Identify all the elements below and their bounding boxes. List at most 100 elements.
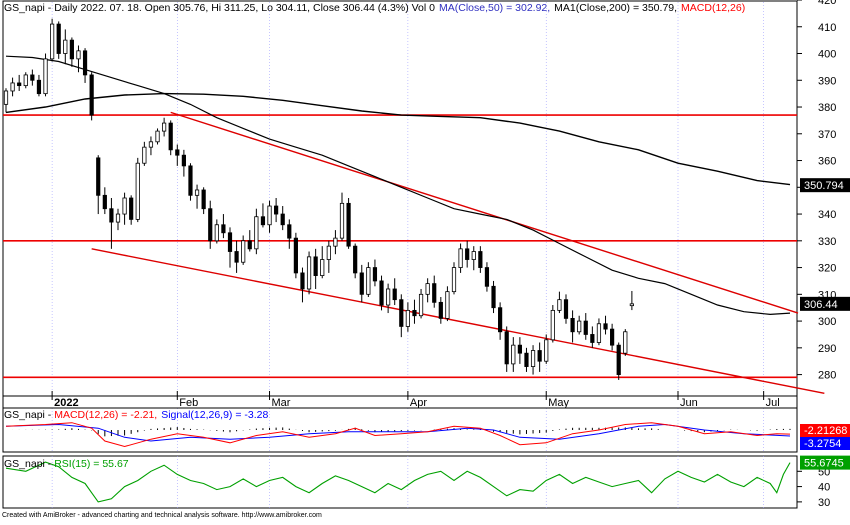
candle-body bbox=[129, 197, 134, 220]
ma200-line bbox=[5, 92, 791, 186]
macd-badge-bg bbox=[800, 437, 850, 450]
candle-body bbox=[603, 323, 608, 330]
candle-body bbox=[17, 82, 22, 87]
candle-body bbox=[405, 309, 410, 327]
macd-title-signal: Signal(12,26,9) = -3.28 bbox=[161, 409, 268, 421]
macd-pane: GS_napi - MACD(12,26) = -2.21, Signal(12,… bbox=[2, 407, 850, 453]
candle-body bbox=[392, 288, 397, 301]
candle-body bbox=[56, 23, 61, 54]
candle-body bbox=[69, 39, 74, 60]
candle-body bbox=[359, 272, 364, 295]
candle-body bbox=[280, 213, 285, 226]
candle-body bbox=[583, 320, 588, 335]
x-tick-label: Apr bbox=[410, 397, 427, 409]
candle-body bbox=[418, 293, 424, 317]
title-macd: MACD(12,26) bbox=[681, 2, 745, 14]
price-title: GS_napi - Daily 2022. 07. 18. Open 305.7… bbox=[4, 2, 745, 14]
macd-line bbox=[5, 422, 791, 448]
rsi-line bbox=[5, 461, 791, 503]
title-main: GS_napi - Daily 2022. 07. 18. Open 305.7… bbox=[4, 2, 435, 14]
title-ma50: MA(Close,50) = 302.92, bbox=[439, 2, 550, 14]
trend-line-lower bbox=[91, 248, 825, 395]
price-ytick-label: 360 bbox=[818, 156, 836, 168]
candle-body bbox=[267, 205, 272, 226]
candle-body bbox=[320, 259, 325, 276]
footer-credit: Created with AmiBroker - advanced charti… bbox=[2, 512, 322, 519]
x-tick-label: Jun bbox=[680, 397, 698, 409]
candle-body bbox=[504, 331, 509, 365]
candle-body bbox=[135, 162, 140, 220]
price-badge-bg bbox=[800, 178, 850, 193]
rsi-ytick-label: 30 bbox=[818, 497, 830, 509]
title-ma200: MA1(Close,200) = 350.79, bbox=[554, 2, 677, 14]
price-ytick-label: 370 bbox=[818, 129, 836, 141]
candle-body bbox=[260, 216, 266, 226]
price-ytick-label: 280 bbox=[818, 370, 836, 382]
candle-body bbox=[287, 224, 292, 239]
candle-body bbox=[498, 307, 503, 333]
candle-body bbox=[425, 283, 430, 295]
price-pane: 2802903003103203303403503603703803904004… bbox=[2, 0, 850, 397]
candle-body bbox=[76, 50, 81, 60]
signal-line bbox=[5, 423, 791, 442]
candle-body bbox=[306, 256, 312, 290]
candle-body bbox=[214, 224, 219, 242]
macd-badge-bg bbox=[800, 424, 850, 437]
price-badge-bg bbox=[800, 296, 850, 311]
candle-body bbox=[616, 344, 621, 375]
price-ytick-label: 290 bbox=[818, 343, 836, 355]
x-tick-label: Mar bbox=[272, 397, 291, 409]
candle-body bbox=[122, 197, 127, 215]
price-ytick-label: 410 bbox=[818, 22, 836, 34]
candle-body bbox=[181, 154, 186, 167]
candle-body bbox=[234, 251, 239, 263]
candle-body bbox=[254, 216, 259, 250]
candle-body bbox=[115, 213, 121, 223]
candle-body bbox=[175, 149, 180, 156]
candle-body bbox=[109, 208, 114, 223]
price-ytick-label: 300 bbox=[818, 316, 836, 328]
price-badge-label: 350.794 bbox=[804, 180, 844, 192]
candle-body bbox=[142, 146, 147, 164]
candle-body bbox=[201, 189, 206, 210]
candle-body bbox=[23, 74, 28, 87]
candle-body bbox=[36, 79, 42, 95]
candle-body bbox=[227, 232, 233, 252]
candle-body bbox=[379, 280, 384, 306]
candle-body bbox=[241, 240, 246, 263]
candle-body bbox=[50, 23, 55, 60]
candle-body bbox=[458, 248, 463, 268]
candle-body bbox=[610, 328, 615, 346]
candle-body bbox=[438, 301, 443, 319]
candle-body bbox=[570, 318, 575, 333]
price-ytick-label: 390 bbox=[818, 75, 836, 87]
candle-body bbox=[326, 245, 331, 260]
macd-title: GS_napi - MACD(12,26) = -2.21, Signal(12,… bbox=[4, 409, 268, 421]
candle-body bbox=[478, 251, 483, 268]
candle-body bbox=[247, 240, 252, 250]
price-pane-frame bbox=[2, 0, 798, 397]
x-axis-band bbox=[2, 395, 798, 409]
candle-body bbox=[445, 291, 450, 319]
candle-body bbox=[155, 130, 160, 143]
candle-body bbox=[194, 189, 200, 196]
candle-body bbox=[89, 74, 94, 116]
candle-body bbox=[517, 344, 522, 354]
candle-body bbox=[629, 303, 634, 307]
candle-body bbox=[412, 309, 417, 317]
candle-body bbox=[82, 50, 88, 76]
candle-body bbox=[353, 245, 358, 274]
x-axis: 2022 Feb Mar Apr May Jun Jul bbox=[2, 391, 798, 409]
candle-body bbox=[300, 272, 305, 290]
candle-body bbox=[30, 74, 35, 81]
x-tick-label: Jul bbox=[766, 397, 780, 409]
candle-body bbox=[313, 256, 318, 276]
candle-body bbox=[43, 58, 48, 95]
candle-body bbox=[3, 90, 9, 105]
candle-body bbox=[524, 352, 529, 367]
candle-body bbox=[188, 165, 193, 196]
candle-body bbox=[274, 205, 279, 215]
candle-body bbox=[162, 122, 167, 132]
candle-body bbox=[544, 339, 549, 362]
